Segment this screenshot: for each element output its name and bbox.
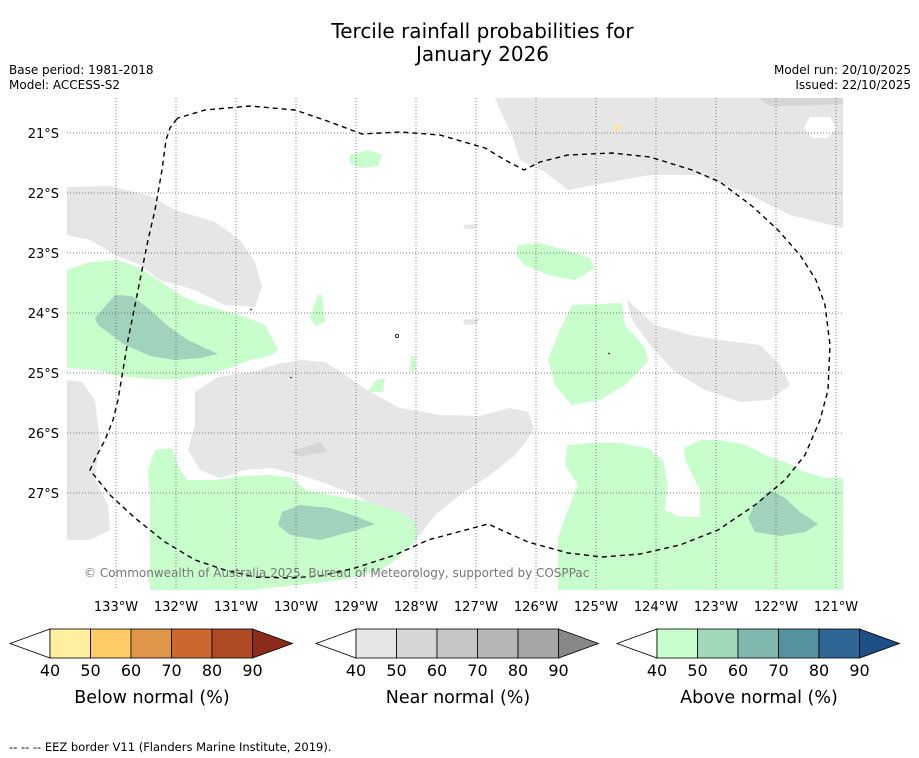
tick-label: 90	[849, 661, 869, 680]
title-line-1: Tercile rainfall probabilities for	[331, 19, 634, 43]
copyright-text: © Commonwealth of Australia 2025, Bureau…	[84, 566, 589, 580]
colorbar-high-extend	[558, 628, 600, 659]
meta-right: Model run: 20/10/2025 Issued: 22/10/2025	[774, 63, 911, 93]
colorbar-label-below: Below normal (%)	[74, 688, 229, 708]
title-line-2: January 2026	[415, 42, 550, 66]
tick-label: 80	[508, 661, 528, 680]
tick-label: 40	[40, 661, 60, 680]
colorbar-near-normal	[314, 628, 600, 659]
lon-label: 130°W	[274, 600, 318, 615]
colorbar-segment	[778, 628, 820, 659]
tick-label: 40	[346, 661, 366, 680]
tick-label: 60	[427, 661, 447, 680]
lat-label: 27°S	[28, 487, 59, 502]
lon-label: 128°W	[394, 600, 438, 615]
colorbar-segment	[211, 628, 253, 659]
tick-label: 80	[809, 661, 829, 680]
colorbar-high-extend	[252, 628, 294, 659]
colorbar-segment	[171, 628, 213, 659]
meta-left: Base period: 1981-2018 Model: ACCESS-S2	[9, 63, 154, 93]
colorbar-segment	[737, 628, 779, 659]
tick-label: 90	[242, 661, 262, 680]
colorbar-high-extend	[859, 628, 901, 659]
colorbar-ticks-below: 40 50 60 70 80 90	[40, 661, 263, 680]
lon-label: 129°W	[334, 600, 378, 615]
colorbar-above-normal	[615, 628, 901, 659]
tick-label: 50	[80, 661, 100, 680]
colorbar-segment	[355, 628, 397, 659]
lon-label: 127°W	[454, 600, 498, 615]
tick-label: 70	[161, 661, 181, 680]
tick-label: 80	[202, 661, 222, 680]
island-markers	[249, 308, 611, 379]
tick-label: 40	[647, 661, 667, 680]
model-name: Model: ACCESS-S2	[9, 78, 121, 92]
lon-label: 133°W	[94, 600, 138, 615]
colorbar-segment	[49, 628, 91, 659]
colorbar-segment	[130, 628, 172, 659]
colorbar-low-extend	[8, 628, 51, 659]
lat-label: 22°S	[28, 187, 59, 202]
colorbar-ticks-near: 40 50 60 70 80 90	[346, 661, 569, 680]
lon-label: 123°W	[694, 600, 738, 615]
tick-label: 50	[386, 661, 406, 680]
lat-label: 25°S	[28, 367, 59, 382]
tick-label: 60	[728, 661, 748, 680]
lon-label: 122°W	[754, 600, 798, 615]
below-normal-patch	[613, 125, 624, 130]
colorbar-low-extend	[314, 628, 357, 659]
lon-label: 132°W	[154, 600, 198, 615]
colorbar-segment	[90, 628, 132, 659]
colorbar-ticks-above: 40 50 60 70 80 90	[647, 661, 870, 680]
lat-label: 21°S	[28, 127, 59, 142]
colorbar-low-extend	[615, 628, 658, 659]
lon-labels: 133°W 132°W 131°W 130°W 129°W 128°W 127°…	[94, 600, 858, 615]
lat-label: 26°S	[28, 427, 59, 442]
lon-label: 131°W	[214, 600, 258, 615]
near-normal-regions	[67, 98, 843, 585]
map-title: Tercile rainfall probabilities for Janua…	[0, 20, 919, 66]
tick-label: 60	[121, 661, 141, 680]
tick-label: 70	[467, 661, 487, 680]
model-run: Model run: 20/10/2025	[773, 63, 911, 77]
colorbar-label-near: Near normal (%)	[386, 688, 531, 708]
lat-label: 23°S	[28, 247, 59, 262]
colorbar-labels: Below normal (%) Near normal (%) Above n…	[74, 688, 838, 708]
colorbar-segment	[436, 628, 478, 659]
colorbar-segment	[818, 628, 860, 659]
above-normal-strong-regions	[95, 295, 818, 540]
issued-date: Issued: 22/10/2025	[795, 78, 911, 92]
lon-label: 125°W	[574, 600, 618, 615]
colorbar-label-above: Above normal (%)	[680, 688, 838, 708]
colorbar-segment	[477, 628, 519, 659]
lat-label: 24°S	[28, 307, 59, 322]
colorbar-segment	[656, 628, 698, 659]
lat-labels: 21°S 22°S 23°S 24°S 25°S 26°S 27°S	[28, 127, 59, 502]
base-period: Base period: 1981-2018	[9, 63, 154, 77]
colorbar-segment	[697, 628, 739, 659]
colorbar-below-normal	[8, 628, 294, 659]
tick-label: 90	[548, 661, 568, 680]
lon-label: 124°W	[634, 600, 678, 615]
tick-label: 70	[768, 661, 788, 680]
eez-border	[89, 105, 831, 579]
colorbar-segment	[396, 628, 438, 659]
lon-label: 126°W	[514, 600, 558, 615]
map-plot-area: © Commonwealth of Australia 2025, Bureau…	[67, 98, 843, 590]
eez-footer-note: -- -- -- EEZ border V11 (Flanders Marine…	[9, 740, 332, 754]
lon-label: 121°W	[814, 600, 858, 615]
colorbar-segment	[517, 628, 559, 659]
tick-label: 50	[687, 661, 707, 680]
